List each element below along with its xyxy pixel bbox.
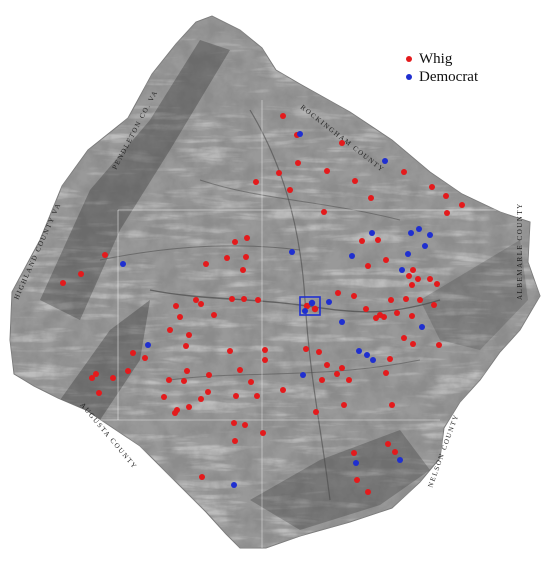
courthouse-marker xyxy=(299,296,321,316)
label-albemarle: ALBEMARLE COUNTY xyxy=(516,202,524,300)
legend-item-democrat: Democrat xyxy=(406,68,478,86)
legend-item-whig: Whig xyxy=(406,50,478,68)
legend: Whig Democrat xyxy=(406,50,478,86)
legend-label-democrat: Democrat xyxy=(419,68,479,85)
whig-marker-icon xyxy=(406,56,412,62)
whig-points xyxy=(60,113,465,495)
democrat-marker-icon xyxy=(406,74,412,80)
legend-label-whig: Whig xyxy=(419,50,453,67)
democrat-points xyxy=(120,131,433,488)
